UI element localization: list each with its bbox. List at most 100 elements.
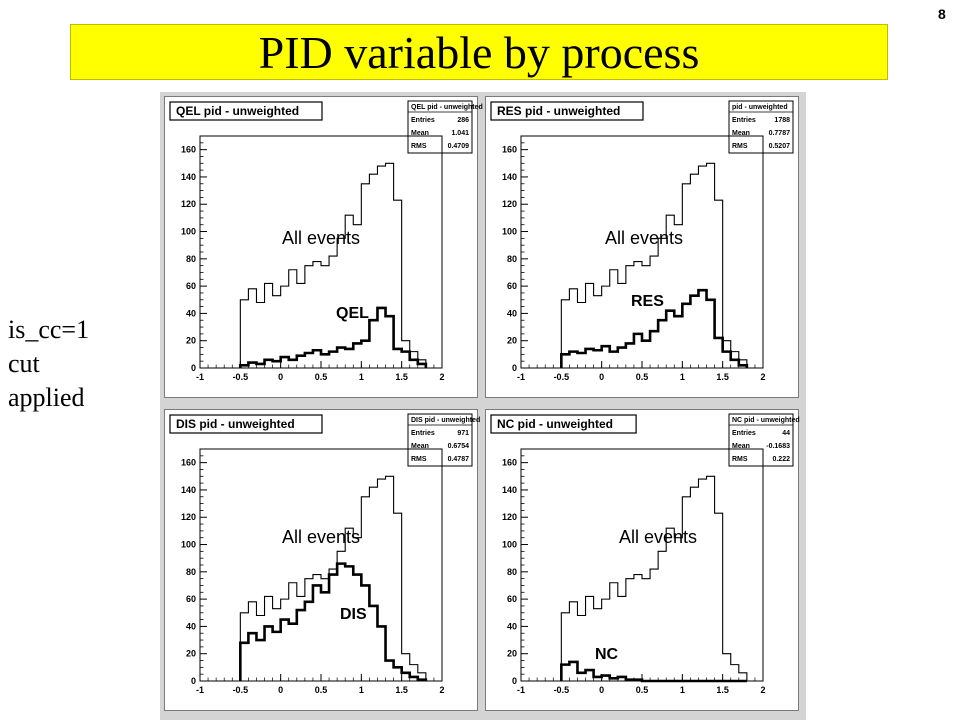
res-x-tick-label: 1 [680,372,685,382]
res-stats-entries: 1788 [774,117,790,124]
nc-y-tick-label: 60 [507,594,517,604]
nc-stats-box [728,413,794,467]
dis-y-tick-label: 120 [181,512,196,522]
res-y-tick-label: 60 [507,281,517,291]
dis-x-tick-label: -1 [196,685,204,695]
dis-stats-rms: 0.4787 [448,456,470,463]
res-stats-name: pid - unweighted [732,104,788,111]
res-all-events-label: All events [605,228,683,248]
res-y-tick-label: 20 [507,336,517,346]
nc-y-tick-label: 120 [502,512,517,522]
qel-y-tick-label: 20 [186,336,196,346]
dis-histogram-panel: DIS pid - unweighted DIS pid - unweighted… [164,409,480,711]
qel-hist-title: QEL pid - unweighted [176,104,299,118]
dis-stats-label-rms: RMS [411,456,427,463]
qel-x-tick-label: 1 [359,372,364,382]
res-stats-box [728,100,794,154]
qel-title-box [169,101,323,121]
res-process-histogram [560,288,749,368]
qel-x-tick-label: 2 [439,372,444,382]
nc-x-tick-label: 0 [599,685,604,695]
nc-y-tick-label: 100 [502,540,517,550]
dis-stats-label-entries: Entries [411,430,435,437]
res-x-tick-label: -1 [517,372,525,382]
dis-x-tick-label: 1.5 [395,685,408,695]
nc-x-tick-label: -0.5 [554,685,570,695]
res-title-box [490,101,644,121]
qel-histogram-panel: QEL pid - unweighted QEL pid - unweighted… [164,96,483,398]
cut-note-line-2: cut [8,349,40,378]
nc-stats-rms: 0.222 [772,456,790,463]
qel-y-tick-label: 60 [186,281,196,291]
res-stats-mean: 0.7787 [769,130,791,137]
nc-process-histogram [560,660,747,683]
dis-y-tick-label: 140 [181,485,196,495]
res-x-tick-label: 0 [599,372,604,382]
nc-stats-label-mean: Mean [732,443,750,450]
dis-x-tick-label: 1 [359,685,364,695]
res-y-tick-label: 100 [502,227,517,237]
res-x-tick-label: 1.5 [716,372,729,382]
res-y-tick-label: 160 [502,145,517,155]
qel-stats-label-rms: RMS [411,143,427,150]
res-process-label: RES [631,293,664,310]
qel-stats-entries: 286 [457,117,469,124]
nc-x-tick-label: 0.5 [636,685,649,695]
slide-title: PID variable by process [258,27,700,78]
qel-stats-name: QEL pid - unweighted [411,104,483,111]
res-x-tick-label: 0.5 [636,372,649,382]
dis-x-tick-label: -0.5 [233,685,249,695]
dis-all-events-label: All events [282,527,360,547]
qel-x-tick-label: -1 [196,372,204,382]
nc-stats-name: NC pid - unweighted [732,417,800,424]
nc-stats-label-entries: Entries [732,430,756,437]
nc-x-tick-label: 2 [760,685,765,695]
nc-y-tick-label: 0 [512,676,517,686]
nc-y-tick-label: 20 [507,649,517,659]
dis-x-tick-label: 0 [278,685,283,695]
nc-process-label: NC [595,646,619,663]
dis-process-label: DIS [340,606,367,623]
nc-x-tick-label: -1 [517,685,525,695]
dis-title-box [169,414,323,434]
dis-stats-name: DIS pid - unweighted [411,417,480,424]
dis-x-tick-label: 2 [439,685,444,695]
nc-all-events-histogram [560,475,748,681]
qel-y-tick-label: 100 [181,227,196,237]
res-y-tick-label: 80 [507,254,517,264]
res-all-events-histogram [560,162,748,368]
cut-note-line-3: applied [8,383,85,412]
qel-stats-label-entries: Entries [411,117,435,124]
dis-y-tick-label: 80 [186,567,196,577]
cut-note: is_cc=1 cut applied [8,313,89,415]
dis-stats-mean: 0.6754 [448,443,470,450]
dis-y-tick-label: 100 [181,540,196,550]
qel-y-tick-label: 120 [181,199,196,209]
qel-all-events-label: All events [282,228,360,248]
dis-process-histogram [239,562,428,681]
nc-title-box [490,414,637,434]
qel-y-tick-label: 140 [181,172,196,182]
nc-hist-title: NC pid - unweighted [497,417,613,431]
dis-y-tick-label: 0 [191,676,196,686]
dis-hist-title: DIS pid - unweighted [176,417,295,431]
qel-x-tick-label: -0.5 [233,372,249,382]
qel-x-tick-label: 0 [278,372,283,382]
res-histogram-panel: RES pid - unweighted pid - unweighted Entr… [485,96,799,398]
nc-x-tick-label: 1 [680,685,685,695]
qel-y-tick-label: 160 [181,145,196,155]
qel-y-tick-label: 40 [186,308,196,318]
dis-stats-entries: 971 [457,430,469,437]
dis-stats-label-mean: Mean [411,443,429,450]
qel-all-events-histogram [239,162,427,368]
qel-process-label: QEL [336,305,369,322]
res-stats-label-rms: RMS [732,143,748,150]
nc-stats-entries: 44 [782,430,790,437]
qel-stats-box [407,100,473,154]
nc-all-events-label: All events [619,527,697,547]
res-y-tick-label: 0 [512,363,517,373]
qel-process-histogram [239,306,428,368]
res-stats-label-mean: Mean [732,130,750,137]
dis-y-tick-label: 60 [186,594,196,604]
res-stats-label-entries: Entries [732,117,756,124]
